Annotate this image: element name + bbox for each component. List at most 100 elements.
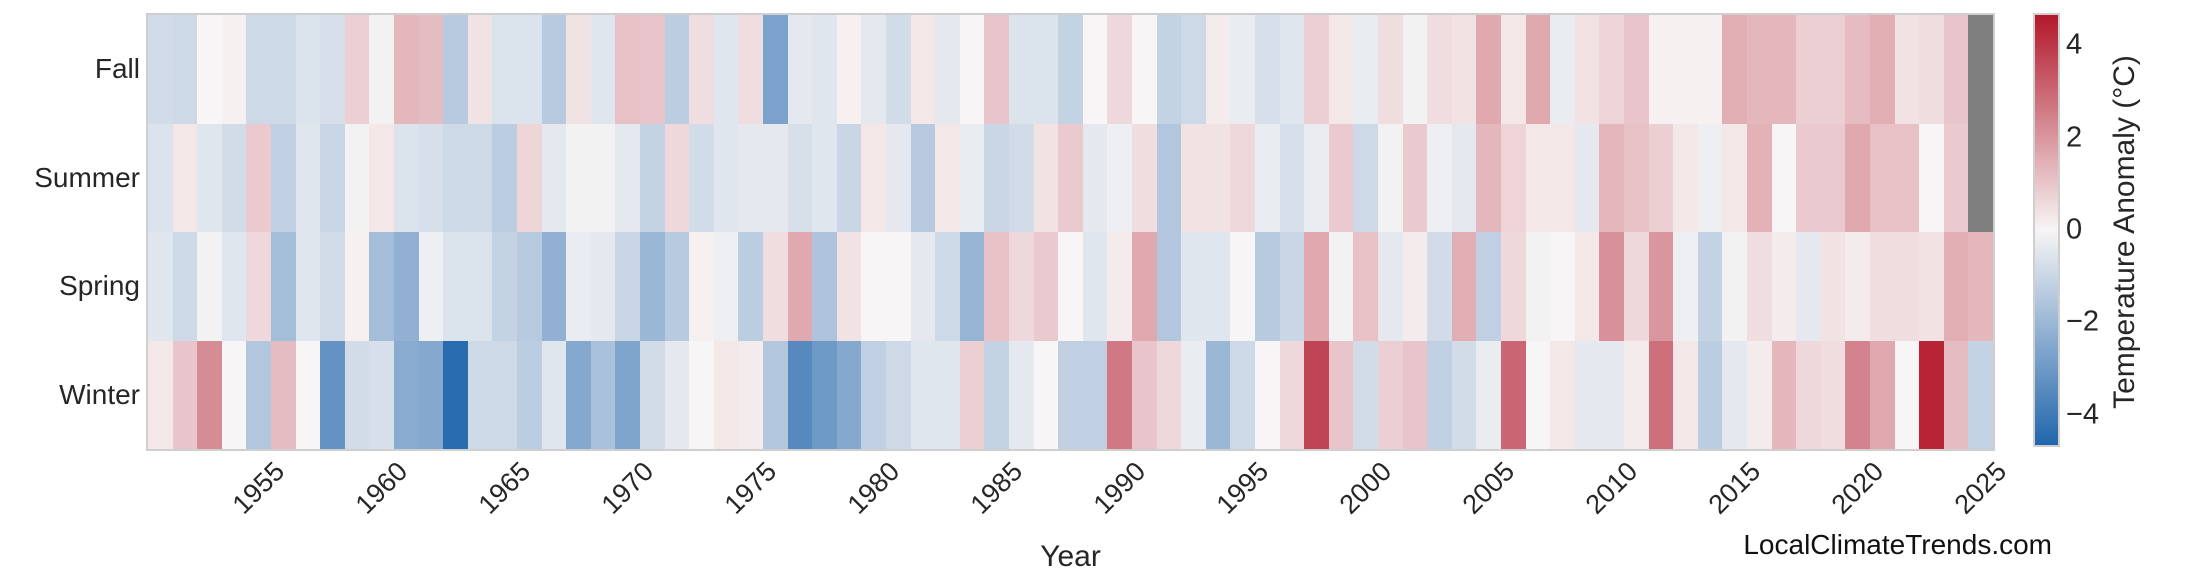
heatmap-cell [615,232,640,341]
heatmap-cell [1132,340,1157,449]
colorbar-tick-2: 2 [2066,121,2083,154]
heatmap-cell [1427,232,1452,341]
heatmap-cell [1476,232,1501,341]
heatmap-cell [1058,232,1083,341]
heatmap-cell [320,123,345,232]
heatmap-cell [369,123,394,232]
heatmap-cell [566,123,591,232]
heatmap-cell [886,15,911,124]
heatmap-cell [615,15,640,124]
heatmap-cell [246,340,271,449]
heatmap-cell [517,232,542,341]
heatmap-cell [1599,15,1624,124]
heatmap-cell [197,123,222,232]
heatmap-cell [1156,340,1182,449]
heatmap-cell [1968,15,1993,124]
heatmap-cell [1673,123,1698,232]
heatmap-cell [1771,340,1797,449]
heatmap-cell [1574,340,1600,449]
heatmap-cell [1796,232,1821,341]
heatmap-cell [1599,232,1624,341]
heatmap-cell [148,232,173,341]
heatmap-cell [1771,15,1797,124]
heatmap-cell [1009,232,1034,341]
heatmap-cell [1845,15,1870,124]
heatmap-cell [1402,123,1428,232]
heatmap-cell [295,15,321,124]
heatmap-cell [1009,340,1034,449]
heatmap-cell [1476,15,1501,124]
heatmap-cell [1747,232,1772,341]
heatmap-cell [812,15,837,124]
heatmap-cell [1550,123,1575,232]
heatmap-cell [1082,123,1108,232]
heatmap-cell [1574,15,1600,124]
heatmap-cell [1525,340,1551,449]
heatmap-cell [886,232,911,341]
heatmap-cell [713,340,739,449]
heatmap-cell [1230,232,1255,341]
heatmap-cell [664,232,690,341]
heatmap-cell [271,232,296,341]
heatmap-cell [664,340,690,449]
heatmap-cell [394,340,419,449]
heatmap-cell [1919,232,1944,341]
heatmap-cell [369,15,394,124]
heatmap-cell [1968,340,1993,449]
heatmap-cell [344,123,370,232]
heatmap-cell [1353,123,1378,232]
heatmap-cell [1451,123,1477,232]
heatmap-cell [1894,15,1920,124]
heatmap-cell [418,232,444,341]
heatmap-cell [1378,123,1403,232]
heatmap-cell [861,340,886,449]
heatmap-cell [467,232,493,341]
heatmap-cell [1181,15,1206,124]
heatmap-cell [320,340,345,449]
heatmap-cell [1599,123,1624,232]
heatmap-cell [221,123,247,232]
heatmap-cell [1820,15,1846,124]
heatmap-cell [418,123,444,232]
heatmap-cell [1353,232,1378,341]
heatmap-cell [1402,232,1428,341]
heatmap-cell [1870,123,1895,232]
heatmap-cell [1550,15,1575,124]
heatmap-cell [566,340,591,449]
row-label-fall: Fall [94,53,140,85]
heatmap-cell [1451,232,1477,341]
heatmap-cell [148,123,173,232]
heatmap-cell [541,232,567,341]
heatmap-cell [1255,15,1280,124]
heatmap-cell [1328,340,1354,449]
heatmap-cell [861,232,886,341]
heatmap-cell [1427,15,1452,124]
heatmap-cell [590,232,616,341]
heatmap-cell [590,340,616,449]
heatmap-cell [984,15,1009,124]
heatmap-cell [295,340,321,449]
heatmap-cell [1968,232,1993,341]
row-label-winter: Winter [59,378,140,410]
heatmap-cell [197,340,222,449]
colorbar-tick--2: −2 [2066,305,2100,338]
heatmap-cell [640,123,665,232]
heatmap-cell [1722,123,1747,232]
heatmap-cell [1033,232,1059,341]
heatmap-cell [1156,232,1182,341]
heatmap-cell [1402,15,1428,124]
heatmap-cell [1058,340,1083,449]
heatmap-cell [1624,232,1649,341]
heatmap-cell [221,15,247,124]
heatmap-cell [246,123,271,232]
heatmap-cell [689,340,714,449]
heatmap-cell [492,123,517,232]
heatmap-cell [836,123,862,232]
heatmap-cell [1205,232,1231,341]
heatmap-cell [713,15,739,124]
heatmap-cell [1599,340,1624,449]
heatmap-cell [172,340,198,449]
heatmap-cell [1107,123,1132,232]
heatmap-cell [271,123,296,232]
